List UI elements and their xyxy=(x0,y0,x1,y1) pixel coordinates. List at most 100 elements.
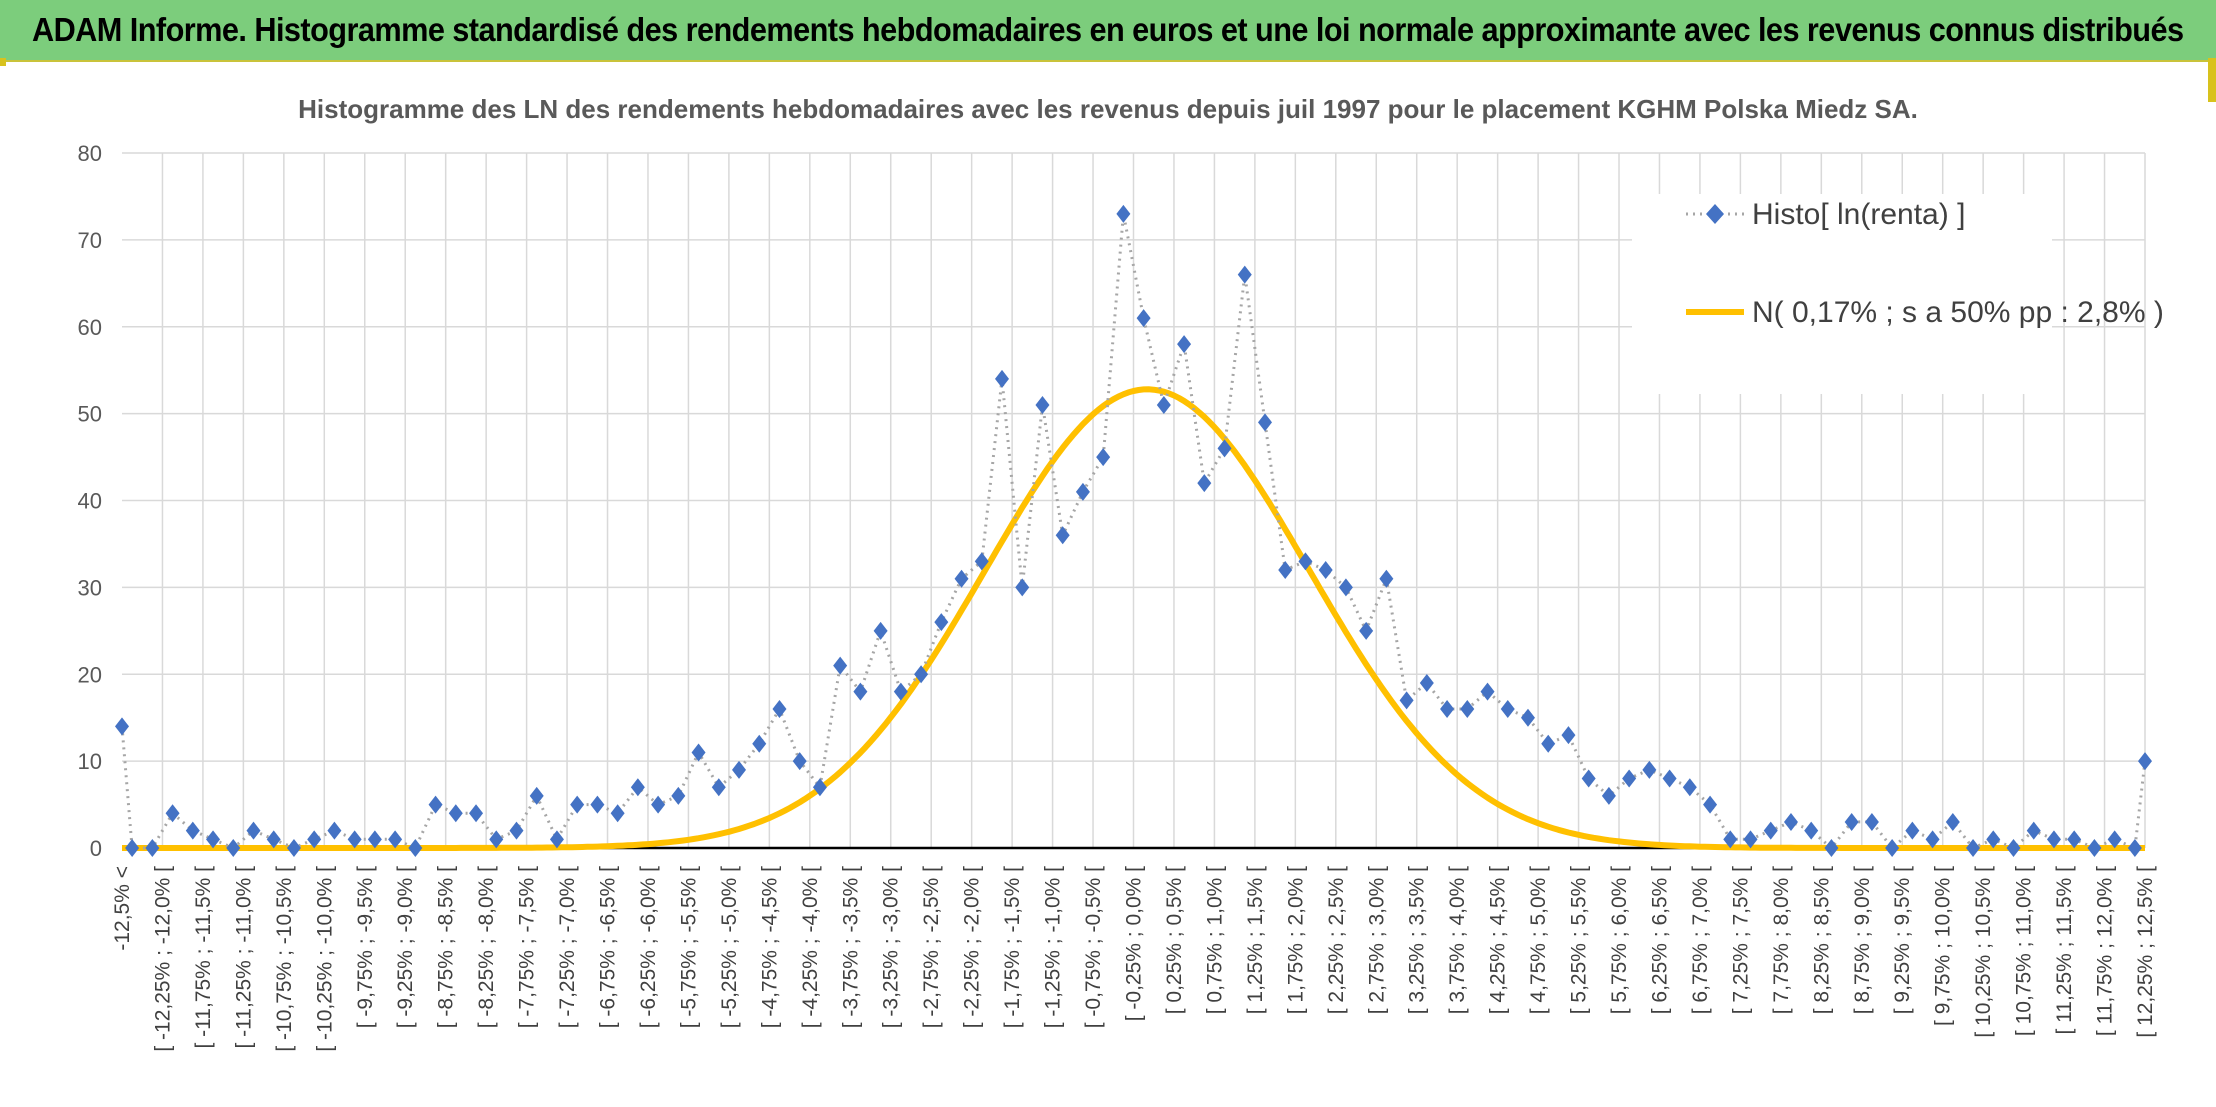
x-tick-label: [ 3,25% ; 3,5% [ xyxy=(1406,866,1429,1014)
y-tick-label: 0 xyxy=(90,836,102,861)
x-tick-label: [ 2,75% ; 3,0% [ xyxy=(1365,866,1388,1014)
histo-point xyxy=(246,821,261,840)
histo-point xyxy=(367,830,382,849)
histo-point xyxy=(1500,700,1515,718)
y-axis: 0 10 20 30 40 50 60 70 80 xyxy=(78,141,102,861)
histo-point xyxy=(206,830,221,849)
y-tick-label: 40 xyxy=(78,489,102,514)
histo-point xyxy=(1278,561,1293,579)
normal-curve-line xyxy=(122,386,2145,851)
histo-point xyxy=(1257,413,1272,432)
report-banner: ADAM Informe. Histogramme standardisé de… xyxy=(0,0,2216,62)
y-tick-label: 20 xyxy=(78,662,102,687)
x-tick-label: [ 12,25% ; 12,5% [ xyxy=(2134,866,2157,1038)
histo-point xyxy=(1298,552,1313,571)
histo-point xyxy=(630,778,645,797)
x-tick-label: [ -2,25% ; -2,0% [ xyxy=(961,866,984,1028)
accent-bar-left xyxy=(0,58,6,66)
histo-point xyxy=(347,830,362,849)
histo-point xyxy=(934,613,949,632)
histo-point xyxy=(1703,795,1718,814)
histo-point xyxy=(307,830,322,849)
x-tick-label: [ 11,25% ; 11,5% [ xyxy=(2053,866,2076,1035)
histo-point xyxy=(226,839,241,857)
histo-point xyxy=(529,786,544,805)
x-tick-label: [ 9,25% ; 9,5% [ xyxy=(1891,866,1914,1014)
x-tick-label: [ 1,25% ; 1,5% [ xyxy=(1244,866,1267,1014)
histo-point xyxy=(1783,812,1798,831)
x-tick-label: [ -6,75% ; -6,5% [ xyxy=(597,866,620,1028)
histo-point xyxy=(2046,830,2061,849)
x-tick-label: [ -5,25% ; -5,0% [ xyxy=(718,866,741,1028)
histo-point xyxy=(1743,830,1758,849)
histo-point xyxy=(752,734,767,753)
histo-point xyxy=(833,656,848,675)
histo-point xyxy=(1763,821,1778,840)
x-tick-label: -12,5% < xyxy=(111,866,134,951)
x-tick-label: [ 5,75% ; 6,0% [ xyxy=(1608,866,1631,1014)
x-tick-label: [ -9,25% ; -9,0% [ xyxy=(394,866,417,1028)
histo-point xyxy=(1642,760,1657,779)
histo-point xyxy=(1440,700,1455,718)
histo-point xyxy=(1116,204,1131,223)
histo-point xyxy=(1399,691,1414,710)
histo-point xyxy=(388,830,403,849)
histo-point xyxy=(1318,561,1333,579)
histo-point xyxy=(2127,839,2142,857)
histo-point xyxy=(954,569,969,588)
histo-point xyxy=(974,552,989,571)
histo-point xyxy=(266,830,281,849)
legend-histo-label: Histo[ ln(renta) ] xyxy=(1752,198,1965,231)
histo-point xyxy=(1905,821,1920,840)
x-tick-label: [ 8,25% ; 8,5% [ xyxy=(1810,866,1833,1014)
histo-point xyxy=(2087,839,2102,857)
histo-point xyxy=(165,804,180,823)
legend-background xyxy=(1632,194,2052,394)
histo-point xyxy=(711,778,726,797)
x-tick-label: [ -11,75% ; -11,5% [ xyxy=(192,866,215,1049)
x-tick-label: [ -11,25% ; -11,0% [ xyxy=(232,866,255,1049)
x-tick-label: [ 4,75% ; 5,0% [ xyxy=(1527,866,1550,1014)
histo-point xyxy=(1682,778,1697,797)
histo-point xyxy=(1986,830,2001,849)
x-tick-label: [ -10,25% ; -10,0% [ xyxy=(313,866,336,1052)
y-tick-label: 30 xyxy=(78,575,102,600)
histo-point xyxy=(145,839,160,857)
x-tick-label: [ -8,75% ; -8,5% [ xyxy=(435,866,458,1028)
accent-bar-right xyxy=(2208,58,2216,102)
histo-point xyxy=(610,804,625,823)
x-tick-label: [ 9,75% ; 10,0% [ xyxy=(1932,866,1955,1026)
x-tick-label: [ -3,75% ; -3,5% [ xyxy=(839,866,862,1028)
x-tick-label: [ -10,75% ; -10,5% [ xyxy=(273,866,296,1052)
histo-point xyxy=(1561,726,1576,745)
histo-point xyxy=(1359,621,1374,640)
histo-point xyxy=(1075,482,1090,501)
histo-point xyxy=(1864,812,1879,831)
histo-point xyxy=(995,369,1010,388)
x-tick-label: [ -3,25% ; -3,0% [ xyxy=(880,866,903,1028)
x-tick-label: [ 8,75% ; 9,0% [ xyxy=(1851,866,1874,1014)
histo-point xyxy=(1925,830,1940,849)
histo-point xyxy=(1338,578,1353,597)
histo-point xyxy=(1460,700,1475,718)
histo-point xyxy=(732,760,747,779)
histo-point xyxy=(671,786,686,805)
legend-histo-marker xyxy=(1706,204,1724,224)
histo-point xyxy=(1723,830,1738,849)
histo-point xyxy=(1197,474,1212,493)
chart-area: Histogramme des LN des rendements hebdom… xyxy=(0,64,2216,1102)
histo-point xyxy=(1844,812,1859,831)
histo-point xyxy=(812,778,827,797)
histo-point xyxy=(1480,682,1495,701)
histo-point xyxy=(853,682,868,701)
y-tick-label: 10 xyxy=(78,749,102,774)
histo-point xyxy=(2006,839,2021,857)
histo-point xyxy=(1601,786,1616,805)
histo-point xyxy=(570,795,585,814)
histogram-chart: Histogramme des LN des rendements hebdom… xyxy=(78,94,2164,1052)
x-tick-label: [ 10,75% ; 11,0% [ xyxy=(2013,866,2036,1036)
x-tick-label: [ 5,25% ; 5,5% [ xyxy=(1568,866,1591,1014)
x-tick-label: [ 1,75% ; 2,0% [ xyxy=(1284,866,1307,1014)
x-tick-label: [ 2,25% ; 2,5% [ xyxy=(1325,866,1348,1014)
histo-point xyxy=(914,665,929,684)
